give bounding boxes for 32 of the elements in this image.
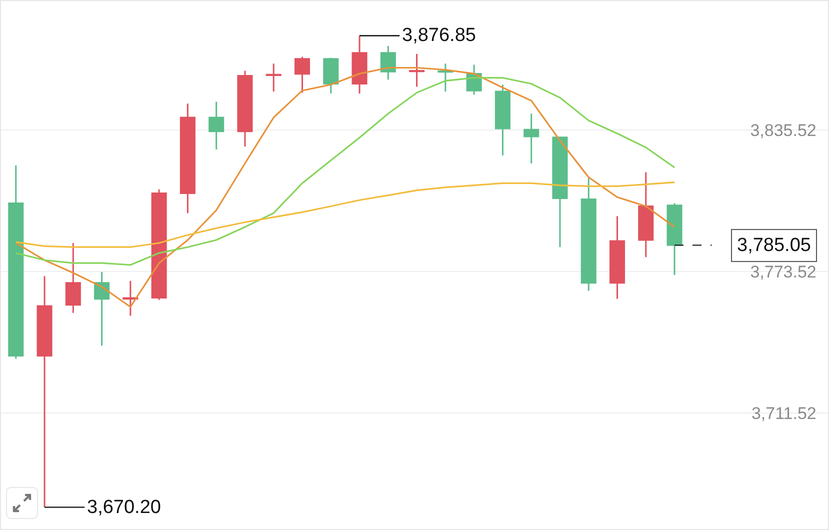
line-series: [15, 182, 676, 248]
candlestick: [266, 62, 282, 92]
candlestick: [94, 271, 110, 346]
y-tick-label: 3,711.52: [751, 404, 816, 423]
candlestick: [294, 56, 310, 94]
candlestick: [409, 53, 425, 88]
candlestick: [666, 202, 682, 276]
candlestick: [122, 280, 138, 317]
line-series: [15, 77, 676, 266]
candlestick: [65, 242, 81, 314]
annotation: 3,876.85: [402, 25, 476, 46]
candlestick: [609, 215, 626, 300]
candlestick: [180, 102, 196, 214]
candlestick: [438, 62, 454, 92]
annotation: 3,670.20: [87, 497, 161, 518]
line-series: [15, 66, 676, 308]
candlestick: [208, 101, 224, 150]
candlestick: [8, 164, 24, 360]
candlestick: [494, 84, 510, 156]
candlestick: [638, 172, 654, 258]
candlestick: [237, 70, 253, 148]
candlestick: [323, 56, 339, 94]
candlestick: [36, 275, 52, 508]
y-tick-label: 3,835.52: [750, 120, 816, 140]
candlestick: [352, 34, 368, 94]
candlestick: [552, 136, 568, 248]
ref-line-label: 3,785.05: [737, 235, 811, 256]
candlestick: [151, 188, 167, 301]
candlestick: [524, 112, 540, 164]
candlestick: [380, 45, 396, 80]
candlestick: [580, 177, 596, 292]
y-tick-label: 3,773.52: [750, 262, 816, 282]
